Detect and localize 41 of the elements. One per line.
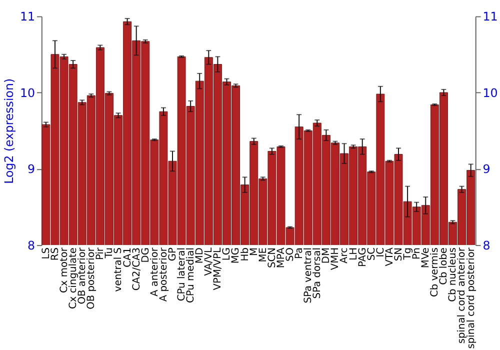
y2-tick-label: 11 — [482, 10, 498, 24]
x-tick-label: SC — [366, 247, 378, 261]
y-tick-label: 10 — [20, 86, 36, 100]
x-tick-label: Cx motor — [58, 246, 70, 293]
x-tick-label: Tg — [402, 248, 414, 261]
x-tick-label: A anterior — [149, 246, 160, 296]
x-tick-label: LH — [348, 248, 360, 260]
y2-tick-label: 8 — [482, 238, 490, 252]
x-tick-label: Cb lobe — [438, 248, 450, 285]
x-tick-label: CA1 — [122, 248, 134, 268]
x-tick-label: ventral S — [113, 248, 124, 292]
x-tick-label: SO — [284, 247, 296, 262]
x-tick-label: MPA — [276, 247, 287, 268]
x-tick-label: MG — [230, 248, 242, 264]
x-tick-label: Pa — [294, 248, 306, 260]
x-tick-label: DG — [140, 248, 152, 263]
x-tick-label: VTA — [384, 247, 396, 266]
y-axis-title: Log2 (expression) — [2, 78, 16, 184]
x-tick-label: GP — [167, 247, 178, 262]
x-tick-label: ME — [258, 248, 269, 262]
x-tick-label: A posterior — [158, 246, 170, 302]
y-tick-label: 11 — [20, 10, 36, 24]
x-tick-label: OB posterior — [86, 246, 98, 310]
y2-tick-label: 9 — [482, 162, 490, 176]
x-tick-label: CA2/CA3 — [131, 248, 142, 291]
x-tick-label: Hb — [240, 248, 251, 262]
x-tick-label: M — [248, 248, 260, 256]
y-tick-label: 8 — [27, 238, 36, 252]
y2-tick-label: 10 — [482, 86, 498, 100]
x-tick-label: SN — [393, 248, 404, 262]
y-tick-label: 9 — [27, 162, 36, 176]
x-tick-label: MVe — [420, 248, 432, 268]
x-tick-label: LS — [40, 248, 52, 260]
x-tick-label: RS — [50, 248, 61, 261]
x-tick-label: spinal cord anterior — [456, 246, 468, 344]
x-tick-label: PAG — [357, 248, 368, 268]
x-tick-label: IC — [375, 247, 386, 258]
x-tick-label: Arc — [339, 248, 350, 264]
x-tick-label: SCN — [266, 248, 278, 268]
x-tick-label: spinal cord posterior — [466, 246, 477, 349]
x-tick-label: CPu lateral — [176, 248, 188, 302]
